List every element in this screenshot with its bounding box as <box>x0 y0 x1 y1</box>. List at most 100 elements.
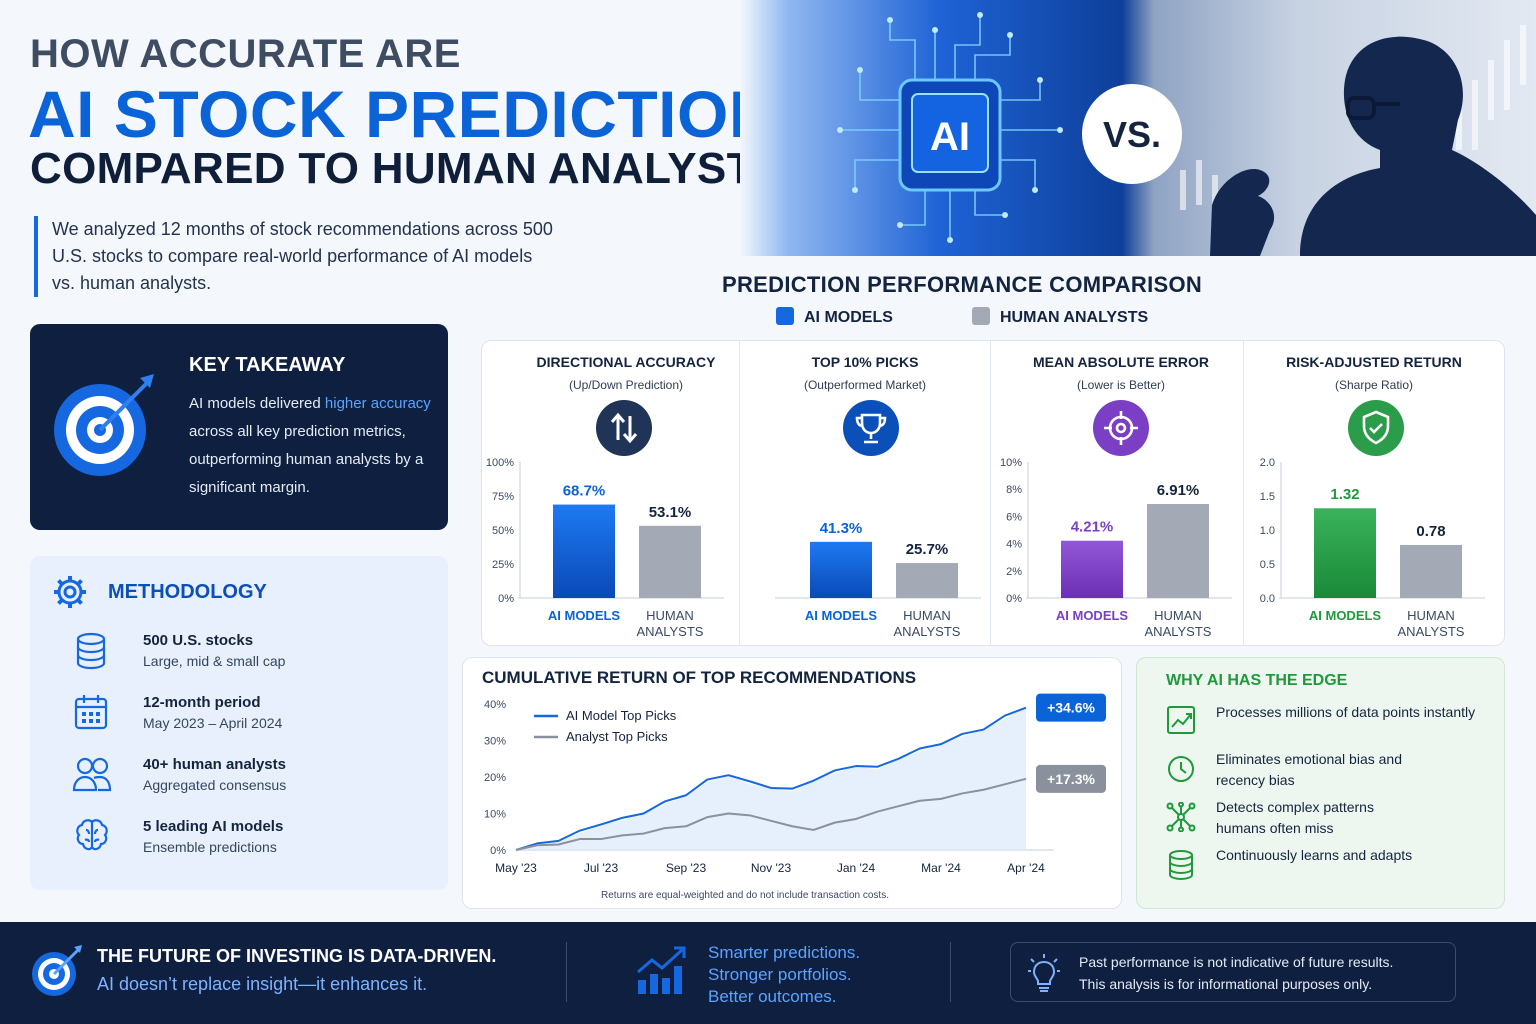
network-icon <box>1166 802 1196 832</box>
circuit-traces <box>840 15 1060 240</box>
footer-benefits: Smarter predictions. Stronger portfolios.… <box>708 943 861 1006</box>
y-tick-label: 20% <box>484 772 506 784</box>
footer-headline: THE FUTURE OF INVESTING IS DATA-DRIVEN. <box>97 946 497 966</box>
x-tick-label: Apr '24 <box>1007 861 1045 875</box>
category-label: AI MODELS <box>548 608 621 623</box>
why-ai-item: Processes millions of data points instan… <box>1216 704 1476 720</box>
x-tick-label: Jul '23 <box>584 861 619 875</box>
divider <box>566 942 567 1002</box>
divider <box>1243 340 1244 646</box>
database-icon <box>1169 850 1193 880</box>
up-down-arrows-icon <box>596 400 652 456</box>
y-tick-label: 50% <box>492 525 514 537</box>
directional-accuracy-chart: 0% 25% 50% 75% 100% 68.7% AI MODELS 53.1% HUMANA… <box>486 457 724 639</box>
divider <box>950 942 951 1002</box>
category-label: ANALYSTS <box>637 624 704 639</box>
legend-ai: AI MODELS <box>776 307 893 327</box>
circuit-nodes <box>837 12 1063 243</box>
calendar-icon <box>74 695 108 730</box>
y-tick-label: 2.0 <box>1260 457 1275 469</box>
why-ai-item: Eliminates emotional bias and recency bi… <box>1216 751 1402 788</box>
line-chart-title: CUMULATIVE RETURN OF TOP RECOMMENDATIONS <box>482 668 917 687</box>
line-chart-footnote: Returns are equal-weighted and do not in… <box>601 890 889 901</box>
bar-value-label: 53.1% <box>649 504 692 521</box>
category-label: AI MODELS <box>1309 608 1382 623</box>
y-tick-label: 25% <box>492 559 514 571</box>
x-tick-label: Sep '23 <box>666 861 707 875</box>
key-takeaway-text: AI models delivered higher accuracy acro… <box>189 395 431 496</box>
metric-top-picks: TOP 10% PICKS (Outperformed Market) <box>803 354 927 392</box>
y-tick-label: 0% <box>490 845 506 857</box>
methodology-item: 500 U.S. stocks Large, mid & small cap <box>143 632 286 669</box>
why-ai-card <box>1136 657 1505 909</box>
category-label: HUMAN <box>903 608 951 623</box>
bar <box>1314 508 1376 598</box>
divider <box>739 340 740 646</box>
target-icon <box>54 374 154 476</box>
methodology-card: METHODOLOGY 500 U.S. stocks Large, mid & … <box>30 556 448 890</box>
glasses <box>1346 96 1400 120</box>
chart-up-icon <box>1167 706 1195 734</box>
legend-human: HUMAN ANALYSTS <box>972 307 1148 327</box>
analyst-series-line <box>515 777 1027 851</box>
y-tick-label: 8% <box>1006 484 1022 496</box>
y-tick-label: 4% <box>1006 539 1022 551</box>
trophy-icon <box>843 400 899 456</box>
gear-icon <box>54 576 86 608</box>
footer-banner: THE FUTURE OF INVESTING IS DATA-DRIVEN. … <box>0 922 1536 1024</box>
category-label: HUMAN <box>1407 608 1455 623</box>
key-takeaway-highlight: higher accuracy <box>324 395 431 412</box>
y-tick-label: 10% <box>1000 457 1022 469</box>
bar-value-label: 41.3% <box>820 520 863 537</box>
category-label: AI MODELS <box>1056 608 1129 623</box>
methodology-item: 12-month period May 2023 – April 2024 <box>143 694 283 731</box>
end-value-badge <box>1036 764 1106 793</box>
bar-value-label: 4.21% <box>1071 519 1114 536</box>
end-value-badge <box>1036 693 1106 722</box>
y-tick-label: 75% <box>492 491 514 503</box>
category-label: ANALYSTS <box>894 624 961 639</box>
methodology-title: METHODOLOGY <box>108 581 267 603</box>
y-tick-label: 2% <box>1006 566 1022 578</box>
y-tick-label: 0.0 <box>1260 593 1275 605</box>
database-icon <box>76 632 106 670</box>
mean-absolute-error-chart: 0% 2% 4% 6% 8% 10% 4.21% AI MODELS 6.91% HUMANANA… <box>1000 457 1232 639</box>
lightbulb-icon <box>1028 954 1060 992</box>
ai-series-line <box>515 706 1027 851</box>
metric-directional-accuracy: DIRECTIONAL ACCURACY (Up/Down Prediction) <box>536 354 716 392</box>
legend-label: Analyst Top Picks <box>566 729 668 744</box>
shield-check-icon <box>1348 400 1404 456</box>
bar-value-label: 1.32 <box>1330 486 1359 503</box>
x-tick-label: Mar '24 <box>921 861 961 875</box>
legend-swatch-human <box>972 307 990 325</box>
y-tick-label: 1.0 <box>1260 525 1275 537</box>
category-label: HUMAN <box>1154 608 1202 623</box>
why-ai-item: Continuously learns and adapts <box>1216 847 1413 863</box>
divider <box>990 340 991 646</box>
legend-swatch-ai <box>776 307 794 325</box>
y-tick-label: 6% <box>1006 511 1022 523</box>
y-tick-label: 0% <box>498 593 514 605</box>
x-tick-label: Nov '23 <box>751 861 792 875</box>
target-icon <box>32 945 82 996</box>
disclaimer-text: Past performance is not indicative of fu… <box>1079 954 1394 992</box>
y-tick-label: 0.5 <box>1260 559 1275 571</box>
risk-adjusted-return-chart: 0.0 0.5 1.0 1.5 2.0 1.32 AI MODELS 0.78 HUMANANA… <box>1260 457 1485 639</box>
title-line-2: AI STOCK PREDICTIONS <box>28 77 822 151</box>
disclaimer-box: Past performance is not indicative of fu… <box>1010 942 1456 1002</box>
ai-chip-label: AI <box>930 115 970 159</box>
intro-text: We analyzed 12 months of stock recommend… <box>34 216 554 297</box>
key-takeaway-card: KEY TAKEAWAY AI models delivered higher … <box>30 324 448 530</box>
y-tick-label: 40% <box>484 699 506 711</box>
hero-illustration: AI VS. <box>837 12 1536 256</box>
why-ai-title: WHY AI HAS THE EDGE <box>1166 672 1348 689</box>
bar <box>810 541 872 598</box>
category-label: HUMAN <box>646 608 694 623</box>
vs-badge <box>1082 84 1182 184</box>
bar <box>1400 544 1462 598</box>
y-tick-label: 30% <box>484 736 506 748</box>
hero-banner: AI VS. <box>740 0 1536 256</box>
brain-icon <box>76 819 108 851</box>
metric-risk-adjusted-return: RISK-ADJUSTED RETURN (Sharpe Ratio) <box>1286 354 1462 392</box>
bar-value-label: 0.78 <box>1416 523 1445 540</box>
